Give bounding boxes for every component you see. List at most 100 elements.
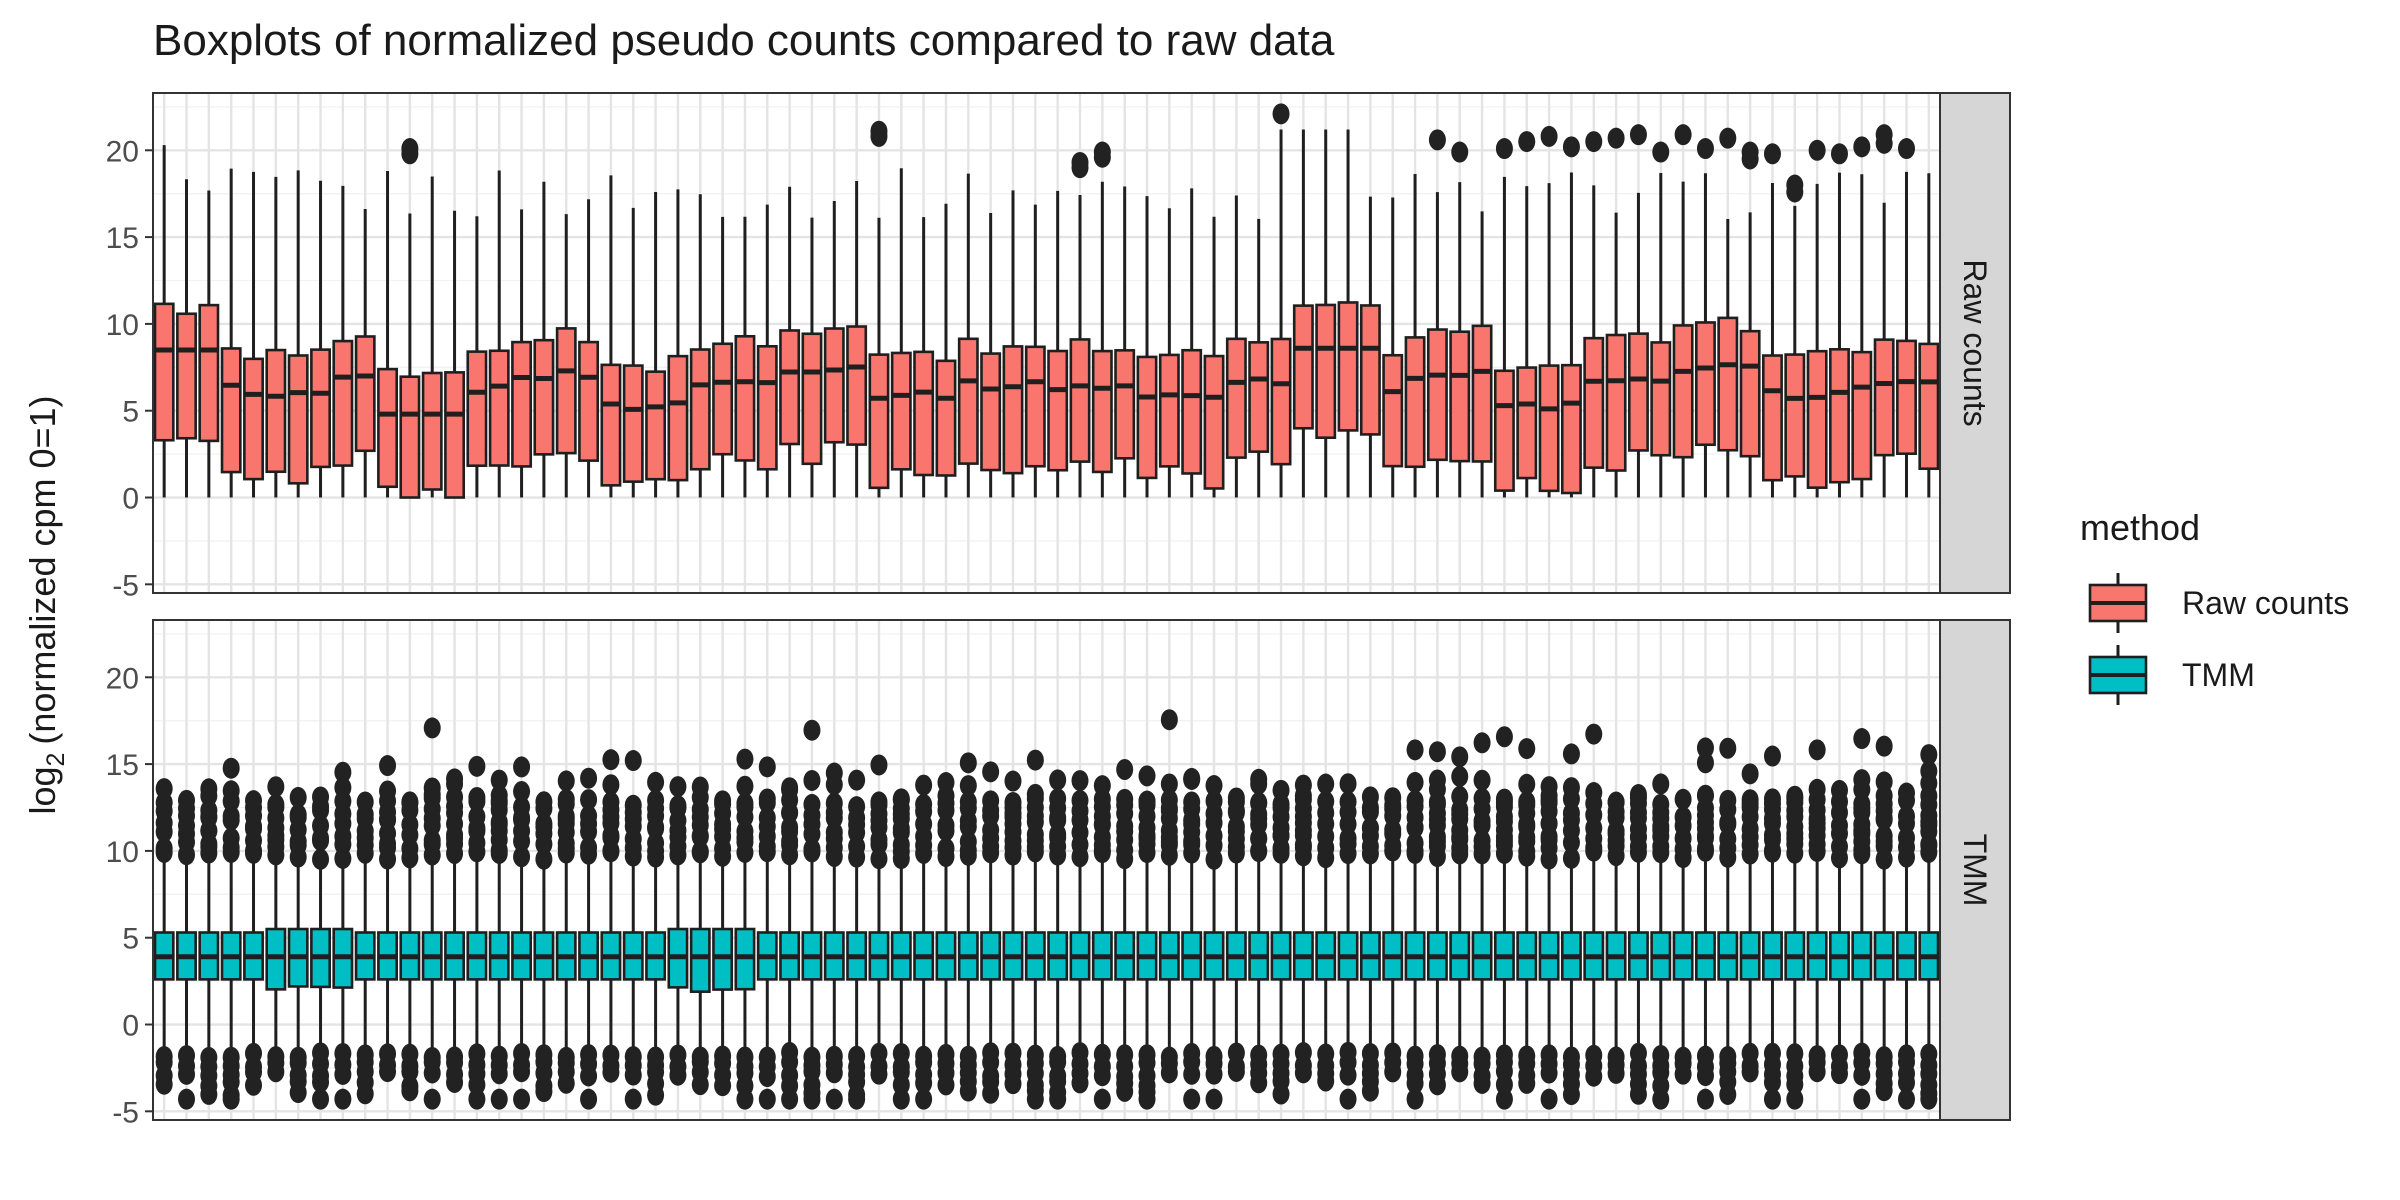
sample-box xyxy=(1315,773,1337,1092)
sample-box xyxy=(1717,127,1739,498)
outlier-point xyxy=(892,1088,910,1110)
box xyxy=(1359,304,1381,436)
sample-box xyxy=(1449,141,1471,498)
outlier-point xyxy=(937,837,955,859)
outlier-point xyxy=(312,786,330,808)
sample-box xyxy=(399,791,421,1102)
sample-box xyxy=(1225,787,1247,1082)
sample-box xyxy=(935,772,957,1096)
box xyxy=(667,354,689,482)
outlier-point xyxy=(1763,143,1781,165)
outlier-point xyxy=(200,799,218,821)
sample-box xyxy=(913,217,935,498)
facet-panels: -5 0 5 10 15 20 Raw counts -5 0 5 10 15 20 TMM xyxy=(106,92,2011,1129)
outlier-point xyxy=(1674,806,1692,828)
sample-box xyxy=(310,786,331,1110)
outlier-point xyxy=(1049,769,1067,791)
sample-box xyxy=(1136,765,1158,1110)
outlier-point xyxy=(870,848,888,870)
box xyxy=(1158,353,1180,468)
outlier-point xyxy=(848,796,866,818)
outlier-point xyxy=(669,795,687,817)
sample-box xyxy=(1516,131,1538,498)
box xyxy=(265,348,287,474)
sample-box xyxy=(1270,779,1292,1105)
y-tick-label: 10 xyxy=(106,309,139,342)
outlier-point xyxy=(401,1080,419,1102)
sample-box xyxy=(511,756,533,1110)
sample-box xyxy=(689,194,711,498)
outlier-point xyxy=(178,789,196,811)
outlier-point xyxy=(1696,138,1714,160)
sample-box xyxy=(1024,749,1046,1110)
facet-panel: -5 0 5 10 15 20 TMM xyxy=(106,619,2011,1129)
outlier-point xyxy=(691,840,709,862)
outlier-point xyxy=(1853,769,1871,791)
sample-box xyxy=(1203,216,1225,498)
sample-box xyxy=(1918,173,1940,498)
sample-box xyxy=(1404,739,1426,1110)
outlier-point xyxy=(267,794,285,816)
outlier-point xyxy=(1183,1063,1201,1085)
outlier-point xyxy=(1183,791,1201,813)
sample-box xyxy=(488,769,510,1110)
sample-box xyxy=(1091,775,1113,1110)
sample-box xyxy=(198,190,220,498)
outlier-point xyxy=(557,788,575,810)
outlier-point xyxy=(1562,743,1580,765)
sample-box xyxy=(1493,138,1515,498)
box xyxy=(176,312,197,440)
box xyxy=(1806,349,1828,489)
sample-box xyxy=(555,770,577,1094)
y-tick-label: -5 xyxy=(112,569,139,602)
outlier-point xyxy=(1786,788,1804,810)
outlier-point xyxy=(1719,127,1737,149)
outlier-point xyxy=(915,1088,933,1110)
sample-box xyxy=(1114,186,1136,498)
sample-box xyxy=(1002,190,1024,498)
box xyxy=(310,348,331,469)
outlier-point xyxy=(1696,784,1714,806)
outlier-point xyxy=(1786,174,1804,196)
box xyxy=(1762,354,1783,482)
outlier-point xyxy=(758,807,776,829)
box xyxy=(868,353,890,490)
sample-box xyxy=(1762,745,1783,1110)
outlier-point xyxy=(1562,777,1580,799)
outlier-point xyxy=(736,792,754,814)
legend-title: method xyxy=(2080,507,2200,548)
outlier-point xyxy=(1585,723,1603,745)
sample-box xyxy=(265,176,287,498)
outlier-point xyxy=(915,793,933,815)
box xyxy=(957,337,979,465)
outlier-point xyxy=(825,792,843,814)
y-tick-label: 20 xyxy=(106,662,139,695)
outlier-point xyxy=(1629,784,1647,806)
sample-box xyxy=(555,214,577,498)
outlier-point xyxy=(1093,141,1111,163)
outlier-point xyxy=(1830,779,1848,801)
box xyxy=(1583,336,1605,469)
sample-box xyxy=(801,217,823,498)
sample-box xyxy=(712,790,734,1097)
outlier-point xyxy=(1026,749,1044,771)
outlier-point xyxy=(535,813,553,835)
outlier-point xyxy=(1428,741,1446,763)
sample-box xyxy=(846,180,868,498)
sample-box xyxy=(1024,204,1046,498)
outlier-point xyxy=(1004,770,1022,792)
y-tick-label: 0 xyxy=(122,483,139,516)
outlier-point xyxy=(356,791,374,813)
box xyxy=(1203,354,1225,490)
outlier-point xyxy=(1629,124,1647,146)
sample-box xyxy=(1896,138,1917,498)
sample-box xyxy=(1069,151,1091,498)
outlier-point xyxy=(1897,1088,1915,1110)
outlier-point xyxy=(1741,789,1759,811)
sample-box xyxy=(1225,195,1247,498)
outlier-point xyxy=(1384,1061,1402,1083)
outlier-point xyxy=(1004,791,1022,813)
outlier-point xyxy=(535,791,553,813)
outlier-point xyxy=(334,1063,352,1085)
outlier-point xyxy=(1384,787,1402,809)
